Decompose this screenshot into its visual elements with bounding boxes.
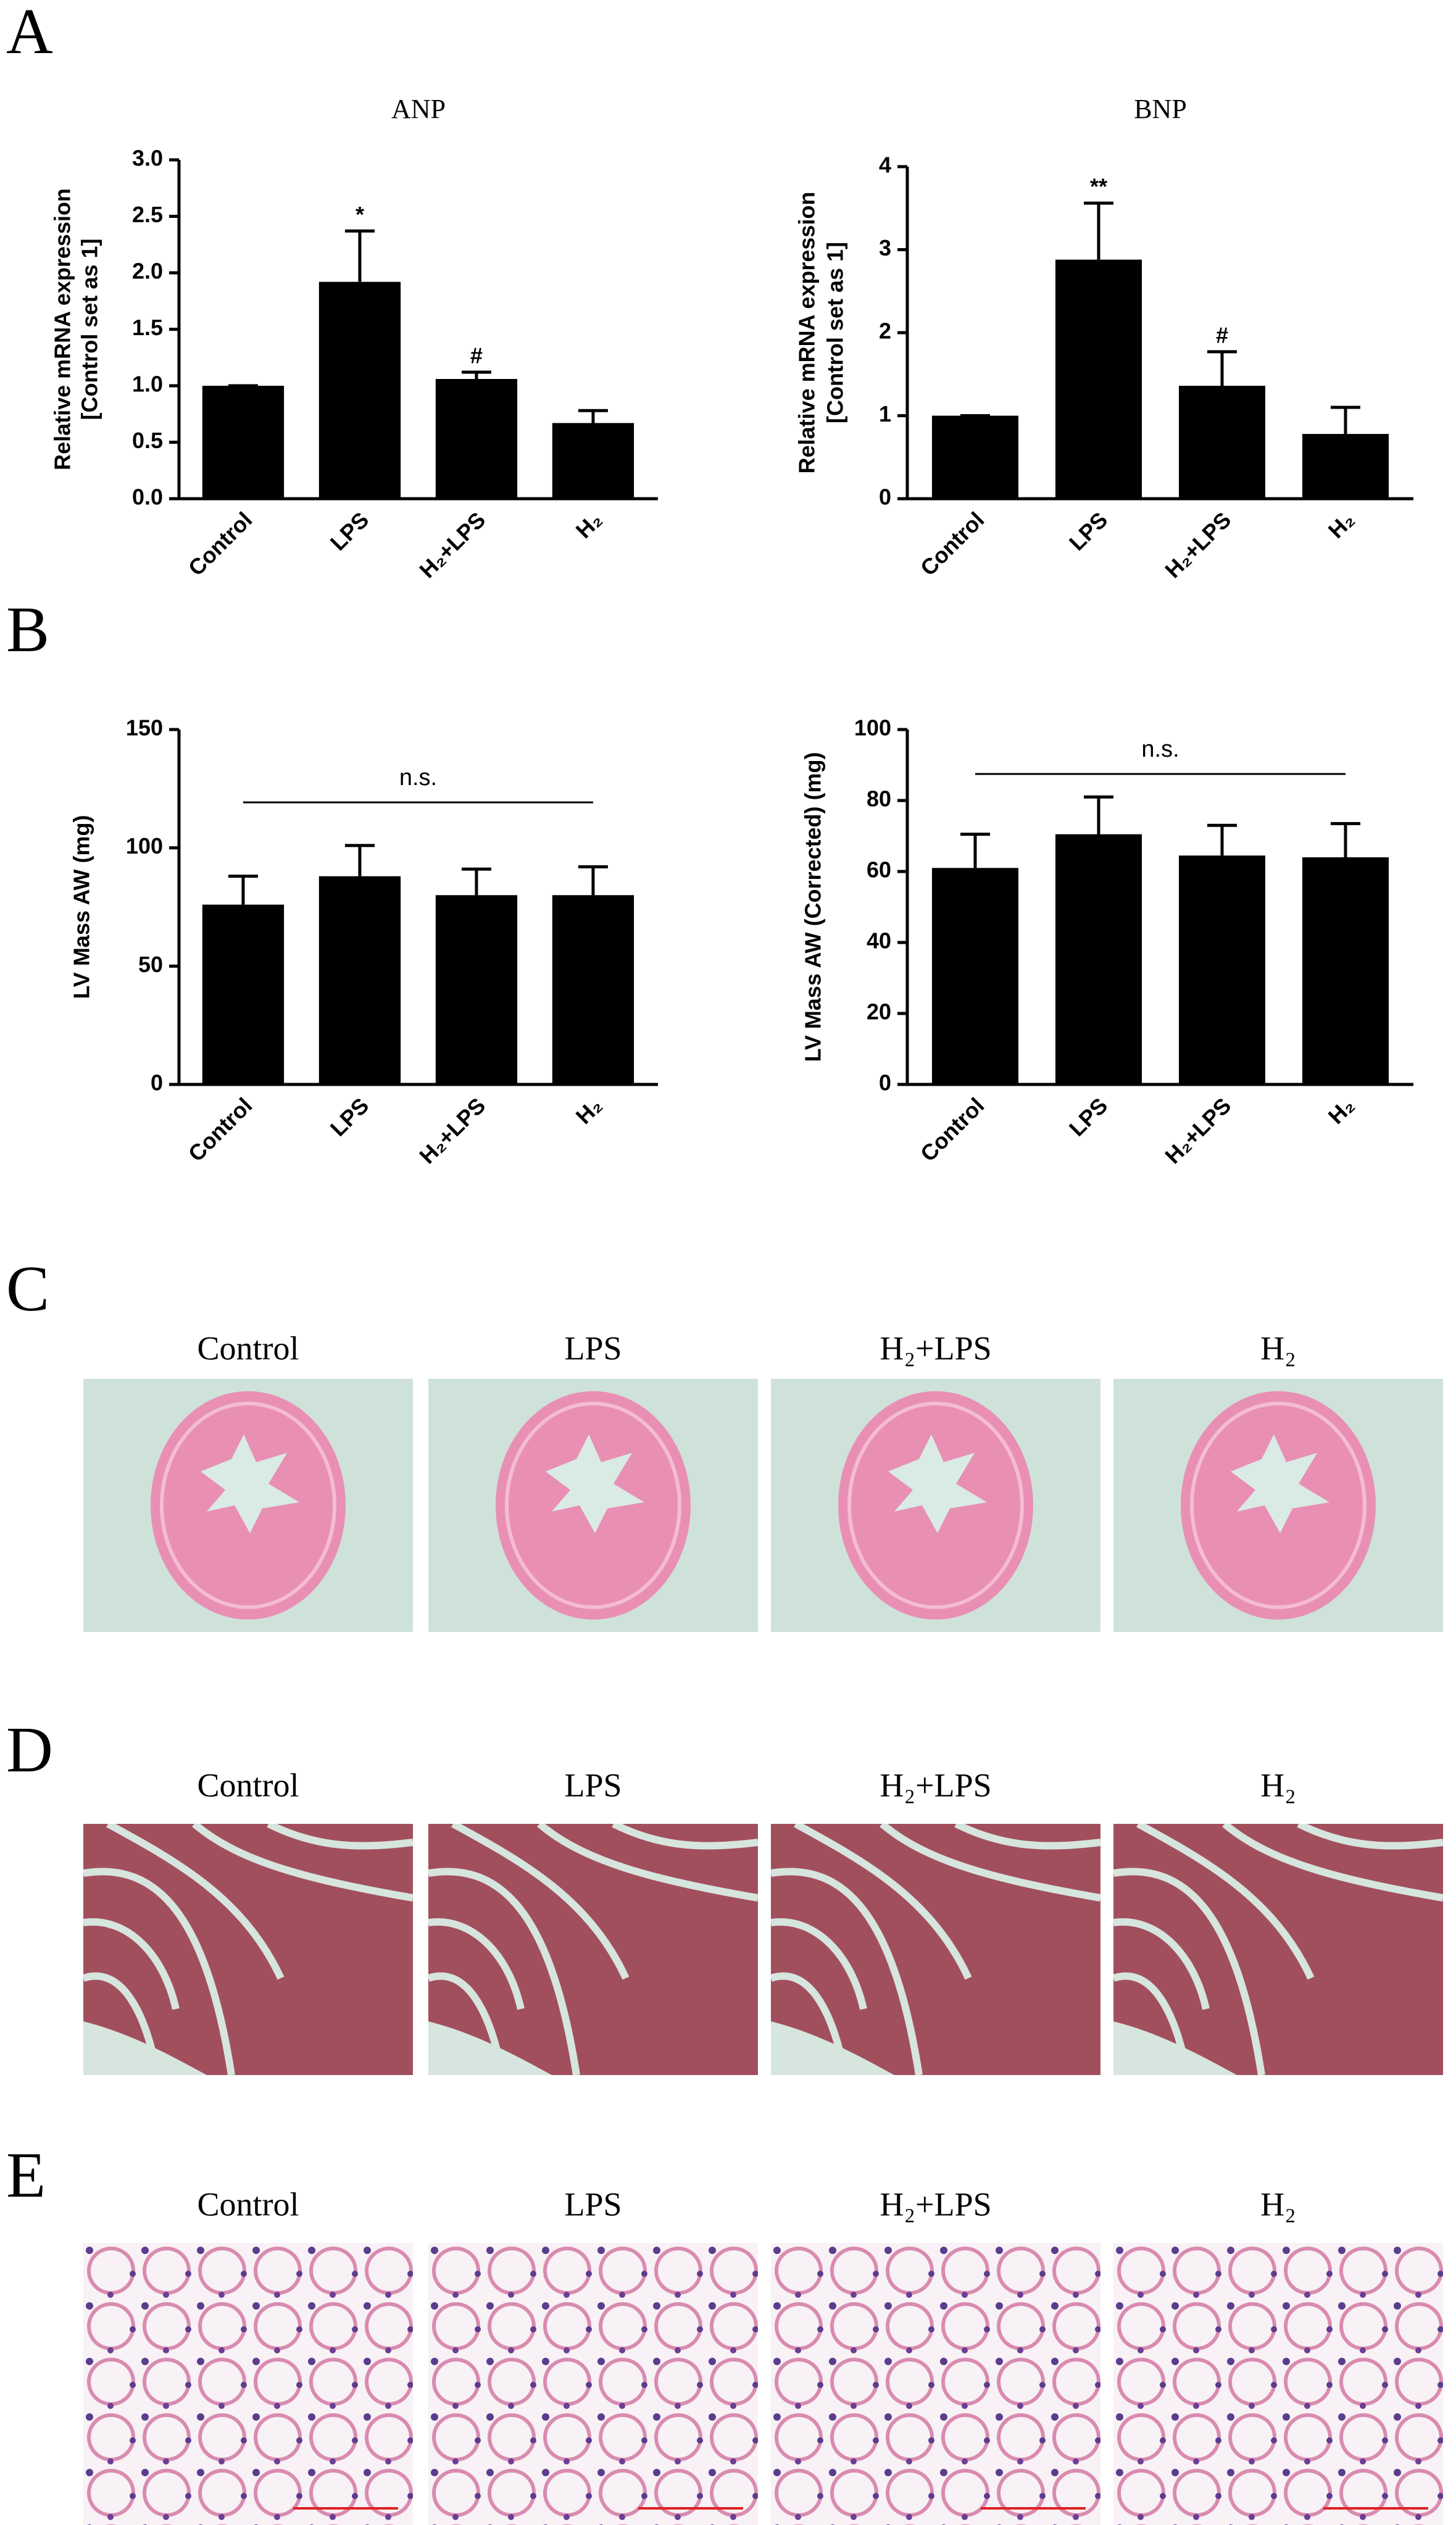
histology-image bbox=[428, 1824, 758, 2075]
y-tick-label: 2.0 bbox=[132, 259, 163, 284]
bar bbox=[1055, 834, 1142, 1084]
bar bbox=[932, 868, 1018, 1084]
y-tick-label: 0 bbox=[879, 1070, 891, 1096]
histology-image bbox=[771, 1824, 1100, 2075]
significance-mark: * bbox=[356, 202, 364, 227]
panel-letter: C bbox=[6, 1252, 49, 1325]
y-axis-label: Relative mRNA expression bbox=[794, 192, 820, 474]
y-axis-label: LV Mass AW (Corrected) (mg) bbox=[801, 752, 826, 1062]
x-tick-label: H₂+LPS bbox=[1160, 507, 1236, 583]
histology-image bbox=[771, 1379, 1100, 1632]
y-tick-label: 1 bbox=[879, 401, 891, 426]
significance-mark: # bbox=[470, 343, 483, 368]
y-tick-label: 3.0 bbox=[132, 146, 163, 171]
bar bbox=[932, 415, 1018, 499]
y-tick-label: 20 bbox=[867, 999, 891, 1025]
y-tick-label: 3 bbox=[879, 235, 891, 260]
chart-title: ANP bbox=[391, 94, 446, 124]
image-label: H₂ bbox=[1260, 1766, 1296, 1803]
bar bbox=[1055, 259, 1142, 499]
x-tick-label: Control bbox=[183, 507, 257, 580]
histology-image bbox=[428, 2243, 758, 2525]
y-tick-label: 0 bbox=[151, 1070, 163, 1096]
bar bbox=[202, 386, 285, 499]
histology-image bbox=[83, 1824, 413, 2075]
y-axis-label: [Control set as 1] bbox=[77, 238, 102, 420]
bar bbox=[435, 895, 518, 1084]
histology-image bbox=[83, 2243, 413, 2525]
panel-letter: A bbox=[6, 0, 53, 67]
x-tick-label: H₂ bbox=[571, 507, 607, 543]
bar bbox=[552, 423, 634, 499]
bar bbox=[1302, 434, 1389, 499]
x-tick-label: H₂ bbox=[1323, 507, 1360, 543]
panel-letter: B bbox=[6, 593, 49, 665]
bar bbox=[435, 379, 518, 499]
panel-letter: D bbox=[6, 1713, 53, 1786]
bar bbox=[552, 895, 634, 1084]
y-tick-label: 1.0 bbox=[132, 372, 163, 397]
x-tick-label: H₂+LPS bbox=[414, 1092, 490, 1168]
x-tick-label: H₂ bbox=[571, 1092, 607, 1129]
bar bbox=[1179, 386, 1265, 499]
x-tick-label: H₂ bbox=[1323, 1092, 1360, 1129]
y-tick-label: 100 bbox=[854, 715, 891, 741]
chart-title: BNP bbox=[1134, 94, 1187, 124]
panel-letter: E bbox=[6, 2139, 46, 2211]
x-tick-label: Control bbox=[915, 1092, 989, 1166]
y-tick-label: 4 bbox=[879, 152, 891, 178]
x-tick-label: LPS bbox=[1064, 1092, 1112, 1141]
image-label: H₂ bbox=[1260, 1329, 1296, 1366]
histology-image bbox=[771, 2243, 1100, 2525]
x-tick-label: Control bbox=[915, 507, 989, 580]
image-label: H₂ bbox=[1260, 2186, 1296, 2223]
y-tick-label: 0.5 bbox=[132, 428, 163, 453]
y-tick-label: 40 bbox=[867, 928, 891, 954]
bar bbox=[202, 904, 285, 1084]
y-axis-label: LV Mass AW (mg) bbox=[69, 815, 94, 999]
histology-image bbox=[1113, 2243, 1443, 2525]
significance-mark: # bbox=[1216, 322, 1228, 347]
bar bbox=[1302, 857, 1389, 1084]
y-tick-label: 1.5 bbox=[132, 315, 163, 340]
x-tick-label: LPS bbox=[325, 507, 373, 555]
image-label: LPS bbox=[564, 1329, 622, 1366]
x-tick-label: H₂+LPS bbox=[414, 507, 490, 583]
y-tick-label: 50 bbox=[138, 952, 163, 977]
image-label: Control bbox=[197, 1329, 299, 1366]
histology-image bbox=[1113, 1379, 1443, 1632]
image-label: H₂+LPS bbox=[880, 1329, 991, 1366]
y-tick-label: 2 bbox=[879, 318, 891, 344]
x-tick-label: LPS bbox=[1064, 507, 1112, 555]
y-tick-label: 0 bbox=[879, 485, 891, 510]
image-label: Control bbox=[197, 2186, 299, 2223]
image-label: H₂+LPS bbox=[880, 1766, 991, 1803]
y-axis-label: [Control set as 1] bbox=[823, 242, 848, 423]
significance-mark: ** bbox=[1090, 174, 1107, 199]
image-label: H₂+LPS bbox=[880, 2186, 991, 2223]
image-label: LPS bbox=[564, 2186, 622, 2223]
y-tick-label: 2.5 bbox=[132, 202, 163, 227]
bar bbox=[1179, 855, 1265, 1084]
bar bbox=[318, 876, 401, 1084]
y-tick-label: 150 bbox=[126, 715, 163, 741]
y-axis-label: Relative mRNA expression bbox=[50, 188, 75, 470]
x-tick-label: Control bbox=[183, 1092, 257, 1166]
bracket-label: n.s. bbox=[399, 765, 437, 791]
image-label: LPS bbox=[564, 1766, 622, 1803]
y-tick-label: 100 bbox=[126, 833, 163, 859]
x-tick-label: LPS bbox=[325, 1092, 373, 1141]
histology-image bbox=[428, 1379, 758, 1632]
x-tick-label: H₂+LPS bbox=[1160, 1092, 1236, 1168]
y-tick-label: 60 bbox=[867, 857, 891, 883]
histology-image bbox=[83, 1379, 413, 1632]
bracket-label: n.s. bbox=[1141, 736, 1179, 762]
y-tick-label: 0.0 bbox=[132, 485, 163, 510]
bar bbox=[318, 281, 401, 499]
histology-image bbox=[1113, 1824, 1443, 2075]
image-label: Control bbox=[197, 1766, 299, 1803]
y-tick-label: 80 bbox=[867, 786, 891, 812]
